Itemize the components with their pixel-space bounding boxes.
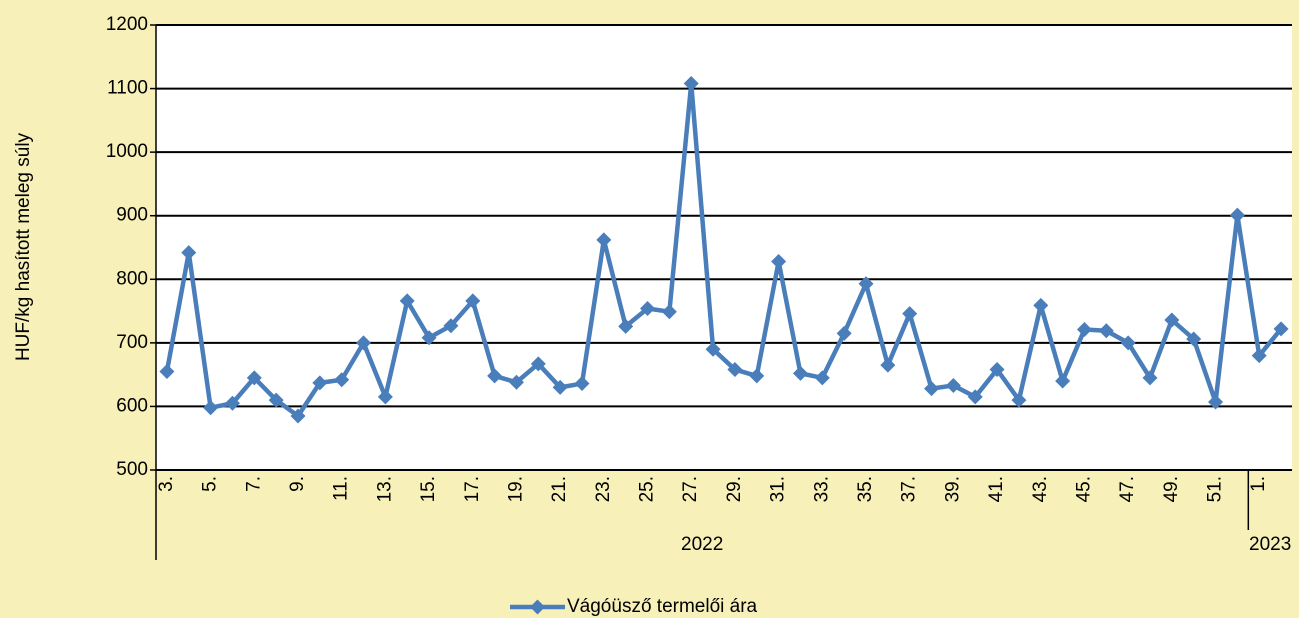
- marker: [814, 370, 830, 386]
- legend-label: Vágóüsző termelői ára: [567, 596, 758, 617]
- x-tick-label: 29.: [724, 476, 745, 502]
- marker: [312, 375, 328, 391]
- marker: [421, 330, 437, 346]
- marker: [683, 75, 699, 91]
- marker: [530, 356, 546, 372]
- marker: [1098, 323, 1114, 339]
- x-tick-label: 25.: [637, 476, 658, 502]
- marker: [1076, 322, 1092, 338]
- y-tick-label: 1200: [106, 14, 148, 35]
- marker: [858, 276, 874, 292]
- y-tick-label: 1100: [107, 78, 148, 99]
- marker: [268, 392, 284, 408]
- x-tick-label: 33.: [811, 476, 832, 502]
- x-tick-label: 39.: [942, 476, 963, 502]
- y-tick-label: 1000: [106, 141, 148, 162]
- x-tick-label: 43.: [1030, 476, 1051, 502]
- x-tick-label: 47.: [1117, 476, 1138, 502]
- marker: [334, 372, 350, 388]
- marker: [618, 318, 634, 334]
- marker: [1208, 394, 1224, 410]
- marker: [1273, 321, 1289, 337]
- x-tick-label: 23.: [593, 476, 614, 502]
- x-tick-label: 15.: [418, 476, 439, 502]
- marker: [1251, 348, 1267, 364]
- x-tick-label: 37.: [899, 476, 920, 502]
- x-group-label: 2022: [681, 534, 723, 555]
- marker: [596, 232, 612, 248]
- marker: [181, 245, 197, 261]
- marker: [771, 253, 787, 269]
- marker: [924, 381, 940, 397]
- marker: [290, 408, 306, 424]
- x-tick-label: 11.: [331, 476, 352, 501]
- x-tick-label: 7.: [243, 476, 264, 492]
- x-tick-label: 1.: [1248, 476, 1269, 492]
- marker: [1164, 312, 1180, 328]
- marker: [465, 293, 481, 309]
- x-tick-label: 51.: [1205, 476, 1226, 502]
- marker: [640, 301, 656, 317]
- marker: [661, 304, 677, 320]
- marker: [902, 306, 918, 322]
- legend-marker: [530, 599, 545, 615]
- marker: [705, 341, 721, 357]
- marker: [967, 389, 983, 405]
- x-tick-label: 5.: [200, 476, 221, 492]
- marker: [836, 325, 852, 341]
- x-tick-label: 19.: [505, 476, 526, 502]
- x-tick-label: 35.: [855, 476, 876, 502]
- x-tick-label: 21.: [549, 476, 570, 502]
- x-tick-label: 9.: [287, 476, 308, 492]
- marker: [224, 395, 240, 411]
- marker: [989, 362, 1005, 378]
- x-tick-label: 31.: [768, 476, 789, 502]
- y-tick-label: 800: [116, 268, 148, 289]
- marker: [377, 389, 393, 405]
- x-group-label: 2023: [1249, 534, 1291, 555]
- series-line: [164, 81, 1283, 419]
- y-tick-label: 600: [116, 395, 148, 416]
- x-tick-label: 13.: [374, 476, 395, 502]
- marker: [1186, 331, 1202, 347]
- marker: [727, 362, 743, 378]
- y-tick-label: 900: [116, 205, 148, 226]
- marker: [508, 374, 524, 390]
- marker: [945, 377, 961, 393]
- marker: [749, 368, 765, 384]
- marker: [246, 370, 262, 386]
- marker: [1120, 335, 1136, 351]
- marker: [356, 335, 372, 351]
- x-tick-label: 49.: [1161, 476, 1182, 502]
- x-tick-label: 45.: [1073, 476, 1094, 502]
- marker: [1142, 370, 1158, 386]
- marker: [1033, 297, 1049, 313]
- marker: [792, 365, 808, 381]
- marker: [1055, 373, 1071, 389]
- x-tick-label: 17.: [462, 476, 483, 502]
- marker: [159, 363, 175, 379]
- marker: [552, 379, 568, 395]
- y-tick-label: 700: [116, 332, 148, 353]
- marker: [203, 400, 219, 416]
- x-tick-label: 3.: [156, 476, 177, 492]
- marker: [574, 376, 590, 392]
- marker: [487, 368, 503, 384]
- plot-area: [156, 25, 1292, 470]
- y-axis-label: HUF/kg hasított meleg súly: [13, 132, 34, 361]
- marker: [1229, 207, 1245, 223]
- marker: [880, 357, 896, 373]
- marker: [1011, 392, 1027, 408]
- marker: [399, 293, 415, 309]
- x-tick-label: 27.: [680, 476, 701, 502]
- x-tick-label: 41.: [986, 476, 1007, 502]
- y-tick-label: 500: [116, 459, 148, 480]
- marker: [443, 318, 459, 334]
